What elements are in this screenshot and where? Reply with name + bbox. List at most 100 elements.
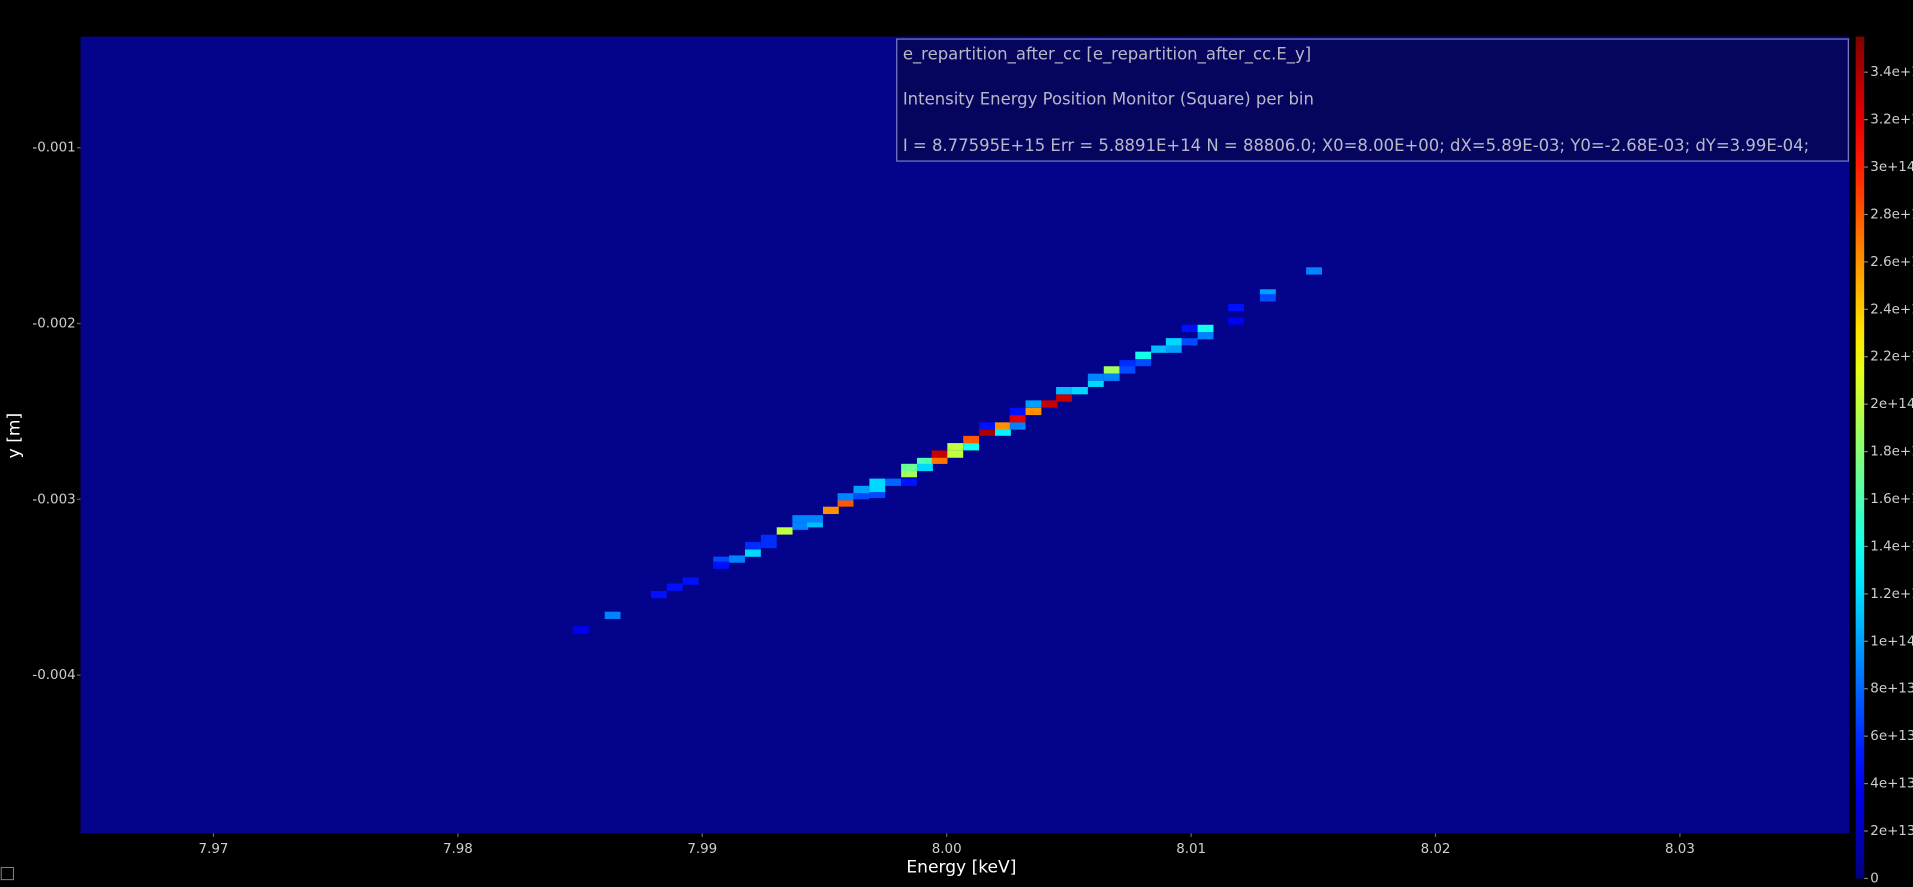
heatmap-cell [917,463,933,472]
colorbar-tick-label: 2.2e+14 [1870,350,1913,365]
info-subtitle: Intensity Energy Position Monitor (Squar… [903,90,1314,109]
heatmap-cell [947,450,964,458]
heatmap-cell [1259,294,1276,302]
heatmap-cell [931,450,948,458]
heatmap-cell [1259,289,1276,297]
heatmap-cell [994,422,1011,430]
heatmap-cell [776,527,793,535]
info-stats: I = 8.77595E+15 Err = 5.8891E+14 N = 888… [903,136,1809,155]
x-tick-label: 8.00 [932,842,962,857]
colorbar [1855,36,1865,879]
colorbar-tick-label: 2.4e+14 [1870,302,1913,317]
y-tick-label: -0.003 [32,492,75,507]
colorbar-tick-label: 2e+14 [1870,397,1913,412]
heatmap-cell [713,556,730,564]
heatmap-cell [1165,345,1182,353]
heatmap-cell [979,428,995,436]
x-tick-label: 7.98 [443,842,473,857]
heatmap-cell [760,534,777,542]
colorbar-tick-label: 8e+13 [1870,682,1913,697]
colorbar-tick-label: 3e+14 [1870,160,1913,175]
heatmap-cell [666,583,683,591]
y-tick-label: -0.002 [32,317,75,332]
heatmap-cell [869,490,886,499]
heatmap-cell [1009,415,1026,423]
heatmap-cell [1197,324,1214,333]
heatmap-cell [1071,387,1088,395]
heatmap-cell [1009,407,1026,416]
heatmap-cell [1025,400,1042,408]
heatmap-cell [947,443,964,451]
heatmap-cell [650,590,667,599]
heatmap-cell [1181,324,1198,333]
heatmap-cell [1135,351,1152,359]
colorbar-tick-label: 1.2e+14 [1870,587,1913,602]
y-tick-label: -0.004 [32,668,75,683]
heatmap-cell [792,515,809,523]
colorbar-tick-label: 2.8e+14 [1870,207,1913,222]
heatmap-cell [792,522,809,530]
heatmap-cell [1056,387,1072,395]
x-tick-label: 7.99 [687,842,717,857]
colorbar-tick-label: 1.4e+14 [1870,539,1913,554]
corner-icon [0,866,14,881]
colorbar-tick-label: 1e+14 [1870,634,1913,649]
colorbar-tick-label: 4e+13 [1870,777,1913,792]
heatmap-cell [1197,331,1214,340]
info-title: e_repartition_after_cc [e_repartition_af… [903,44,1311,64]
heatmap-cell [901,463,918,472]
heatmap-cell [682,577,699,585]
x-tick-label: 8.02 [1421,842,1451,857]
plot-area [80,36,1850,834]
heatmap-cell [1103,366,1120,374]
heatmap-cell [713,561,730,569]
colorbar-tick-label: 0 [1870,871,1879,886]
heatmap-cell [1151,345,1168,353]
heatmap-cell [1087,373,1104,381]
colorbar-tick-label: 3.4e+14 [1870,65,1913,80]
heatmap-cell [1041,400,1058,408]
heatmap-cell [917,457,933,466]
heatmap-cell [994,428,1011,436]
heatmap-cell [837,499,854,507]
colorbar-tick-label: 1.6e+14 [1870,492,1913,507]
heatmap-cell [869,478,886,486]
x-tick-label: 7.97 [199,842,229,857]
heatmap-cell [1119,366,1136,374]
heatmap-cells [572,267,1322,634]
x-tick-label: 8.01 [1176,842,1206,857]
heatmap-cell [1228,304,1245,312]
heatmap-cell [744,549,761,557]
heatmap-cell [807,515,823,523]
heatmap-cell [1056,394,1072,402]
heatmap-cell [1103,373,1120,381]
heatmap-cell [979,422,995,430]
heatmap-cell [837,493,854,501]
colorbar-tick-label: 2.6e+14 [1870,255,1913,270]
info-box-frame [896,38,1849,162]
heatmap-cell [853,485,870,494]
heatmap-cell [1165,338,1182,346]
heatmap-cell [853,491,870,500]
colorbar-tick-label: 3.2e+14 [1870,113,1913,128]
heatmap-cell [963,443,980,451]
info-box: e_repartition_after_cc [e_repartition_af… [896,38,1849,162]
heatmap-cell [1306,267,1322,275]
colorbar-tick-label: 1.8e+14 [1870,445,1913,460]
heatmap-cell [869,484,886,493]
y-axis-label: y [m] [5,413,25,459]
y-tick-label: -0.001 [32,141,75,156]
heatmap-cell [807,520,823,528]
heatmap-cell [901,469,918,478]
heatmap-cell [1135,358,1152,367]
heatmap-cell [729,555,745,563]
heatmap-cell [1119,360,1136,368]
heatmap-cell [931,456,948,464]
x-axis-label: Energy [keV] [906,857,1016,877]
corner-icon-frame [0,866,14,881]
heatmap-cell [963,435,980,444]
x-tick-label: 8.03 [1665,842,1695,857]
colorbar-tick-label: 2e+13 [1870,824,1913,839]
heatmap-cell [1025,407,1042,416]
